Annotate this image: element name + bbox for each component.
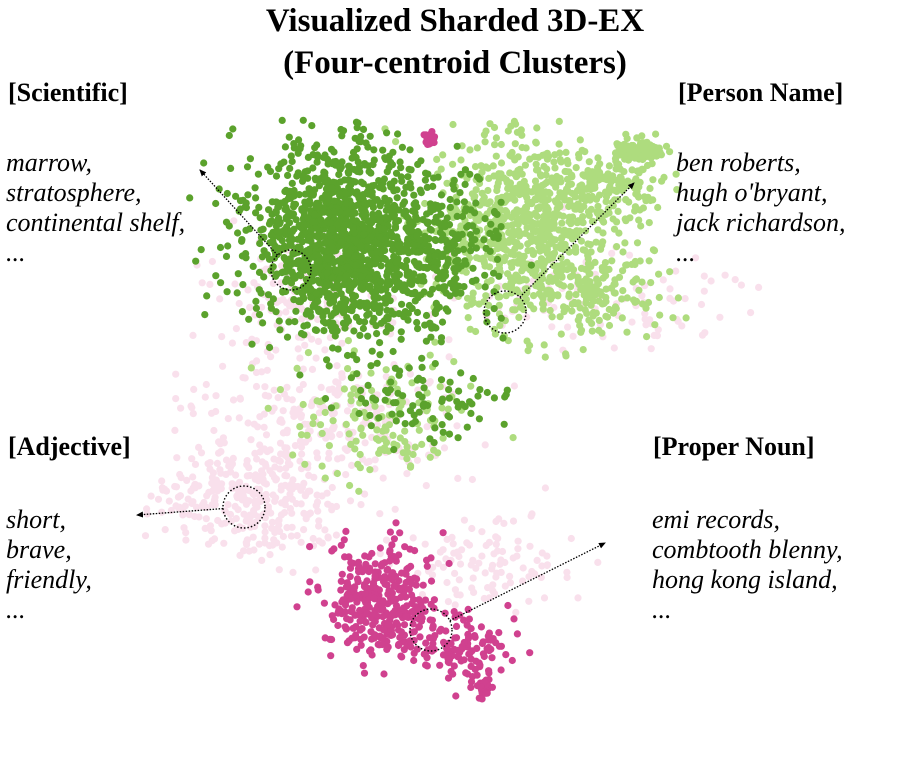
- category-label-proper-noun: [Proper Noun]: [653, 432, 815, 461]
- example-word: friendly,: [6, 565, 92, 594]
- example-word: ben roberts,: [676, 148, 801, 177]
- example-word: jack richardson,: [676, 208, 846, 237]
- example-ellipsis: ...: [6, 238, 26, 267]
- chart-title-line-2: (Four-centroid Clusters): [283, 45, 627, 81]
- examples-adjective: short, brave, friendly, ...: [6, 505, 92, 625]
- example-word: hugh o'bryant,: [676, 178, 828, 207]
- arrow-scientific: [199, 169, 279, 256]
- examples-proper-noun: emi records, combtooth blenny, hong kong…: [652, 505, 843, 625]
- category-label-person-name: [Person Name]: [678, 78, 844, 107]
- example-ellipsis: ...: [652, 595, 672, 624]
- example-word: short,: [6, 505, 66, 534]
- centroid-circle-adjective: [222, 485, 266, 529]
- centroid-overlays: [136, 169, 635, 652]
- arrow-proper: [449, 542, 606, 622]
- scatter-points: [141, 116, 763, 703]
- examples-scientific: marrow, stratosphere, continental shelf,…: [6, 148, 185, 268]
- example-ellipsis: ...: [6, 595, 26, 624]
- chart-title-line-1: Visualized Sharded 3D-EX: [265, 3, 645, 39]
- example-word: continental shelf,: [6, 208, 186, 237]
- example-word: brave,: [6, 535, 72, 564]
- example-word: combtooth blenny,: [652, 535, 843, 564]
- example-word: emi records,: [652, 505, 781, 534]
- example-ellipsis: ...: [676, 238, 696, 267]
- centroid-circle-proper: [409, 608, 453, 652]
- category-label-scientific: [Scientific]: [8, 78, 128, 107]
- centroid-circle-person: [483, 290, 527, 334]
- example-word: marrow,: [6, 148, 92, 177]
- arrow-adjective: [136, 507, 224, 518]
- centroid-circle-scientific: [270, 249, 312, 291]
- category-label-adjective: [Adjective]: [8, 432, 131, 461]
- examples-person-name: ben roberts, hugh o'bryant, jack richard…: [676, 148, 845, 268]
- example-word: stratosphere,: [6, 178, 142, 207]
- example-word: hong kong island,: [652, 565, 838, 594]
